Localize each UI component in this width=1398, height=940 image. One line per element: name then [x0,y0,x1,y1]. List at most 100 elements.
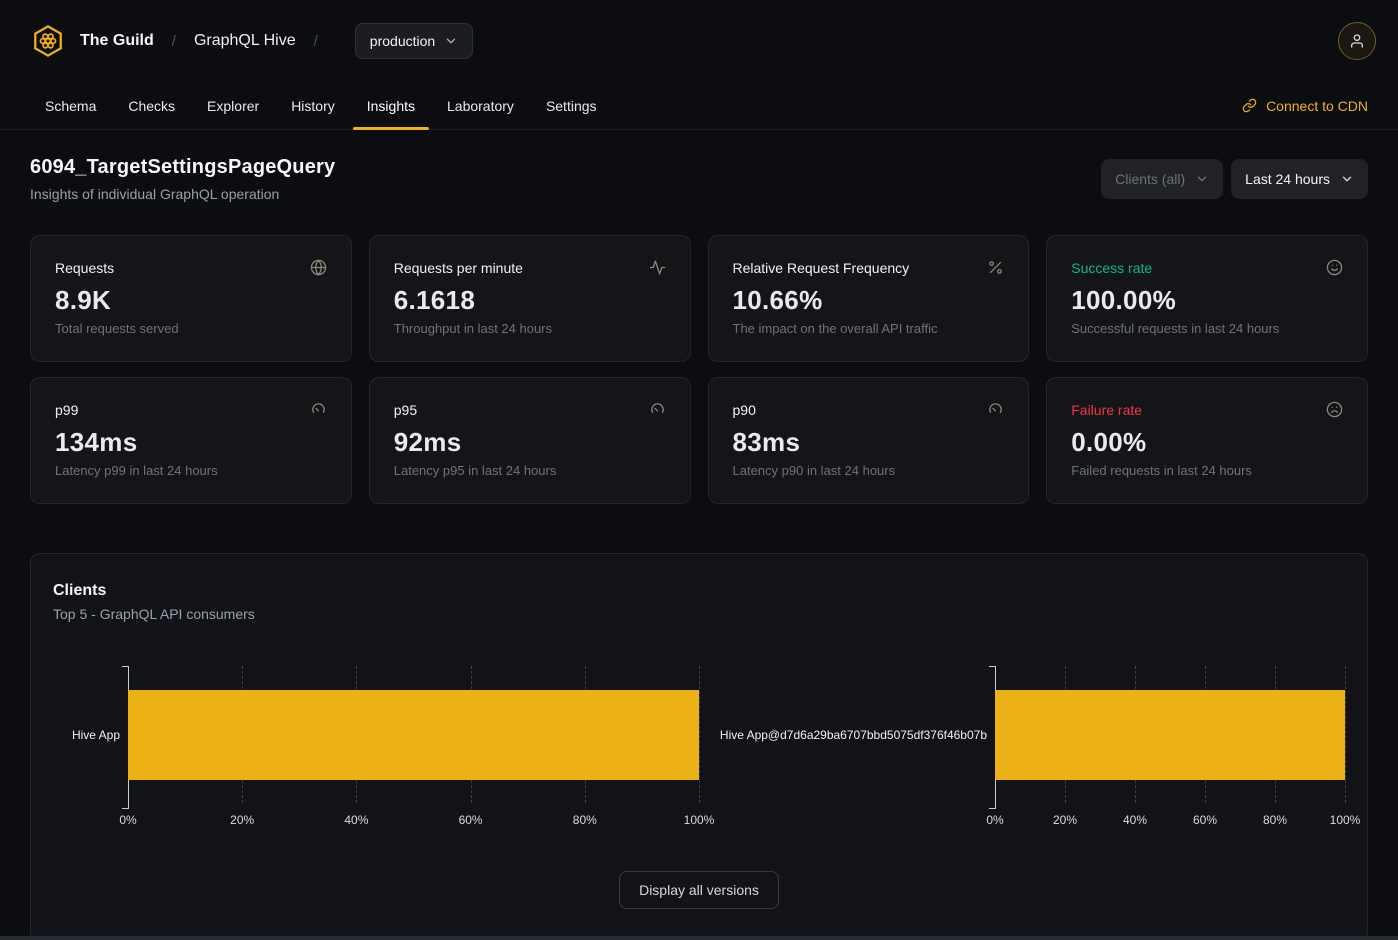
frown-icon [1326,401,1343,418]
clients-title: Clients [53,582,107,599]
environment-selector[interactable]: production [354,23,474,59]
clients-charts: Hive App 0% 20% [53,666,1360,829]
page-head: 6094_TargetSettingsPageQuery Insights of… [30,156,1368,202]
stat-card-p90: p90 83ms Latency p90 in last 24 hours [707,377,1030,504]
stats-grid: Requests 8.9K Total requests served Requ… [30,235,1368,504]
client-bar-chart-2: Hive App@d7d6a29ba6707bbd5075df376f46b07… [699,666,1360,829]
period-filter-dropdown[interactable]: Last 24 hours [1231,159,1368,199]
chevron-down-icon [1197,176,1207,182]
tab-label: Insights [366,97,415,114]
stat-card-rpm: Requests per minute 6.1618 Throughput in… [368,235,691,362]
breadcrumb-project[interactable]: GraphQL Hive [193,32,296,49]
percent-icon [989,261,1003,274]
link-icon [1242,98,1257,113]
gauge-icon [312,403,325,413]
stat-card-frequency: Relative Request Frequency 10.66% The im… [707,235,1030,362]
stat-title: p99 [55,401,79,418]
stat-card-success-rate: Success rate 100.00% Successful requests… [1046,235,1368,362]
tab-settings[interactable]: Settings [532,82,611,129]
gauge-icon [650,403,664,413]
stat-value: 83ms [732,427,801,457]
breadcrumb-separator: / [313,32,318,50]
stat-value: 134ms [55,427,138,457]
stat-subtitle: Latency p95 in last 24 hours [393,463,557,478]
activity-icon [649,260,665,275]
gridline [699,666,700,803]
stat-card-p95: p95 92ms Latency p95 in last 24 hours [368,377,691,504]
stat-value: 92ms [393,427,462,457]
tab-label: Settings [545,97,597,114]
x-tick: 80% [572,813,597,827]
stat-card-failure-rate: Failure rate 0.00% Failed requests in la… [1046,377,1368,504]
client-usage-bar [995,689,1345,780]
tab-insights[interactable]: Insights [352,82,430,130]
client-usage-bar [128,689,699,780]
stat-title: Relative Request Frequency [732,259,910,276]
user-icon [1351,34,1363,48]
x-axis-ticks: 0% 20% 40% 60% 80% 100% [986,813,1360,829]
smile-icon [1326,259,1343,276]
x-axis-ticks: 0% 20% 40% 60% 80% 100% [119,813,714,829]
client-bar-chart-1: Hive App 0% 20% [53,666,714,829]
display-all-versions-button[interactable]: Display all versions [619,871,779,909]
tab-schema[interactable]: Schema [31,82,110,129]
x-tick: 0% [119,813,137,827]
breadcrumb-separator: / [171,32,176,50]
chart-plot-area [122,666,700,809]
connect-to-cdn-link[interactable]: Connect to CDN [1242,82,1368,129]
stat-card-requests: Requests 8.9K Total requests served [30,235,352,362]
tab-label: Laboratory [447,97,514,114]
tab-label: Checks [128,97,176,114]
tab-explorer[interactable]: Explorer [193,82,273,129]
clients-section: Clients Top 5 - GraphQL API consumers Hi… [30,553,1368,940]
x-tick: 20% [230,813,255,827]
tab-history[interactable]: History [277,82,349,129]
avatar[interactable] [1338,22,1376,60]
x-tick: 80% [1262,813,1288,827]
clients-filter-dropdown[interactable]: Clients (all) [1101,159,1224,199]
stat-title: Requests per minute [393,259,523,276]
tab-checks[interactable]: Checks [114,82,189,129]
tab-label: Explorer [207,97,260,114]
hive-logo-icon[interactable] [30,23,66,59]
stat-title: p95 [393,401,418,418]
gridline [1345,666,1346,803]
filters: Clients (all) Last 24 hours [1101,159,1368,199]
tab-label: Schema [45,97,97,114]
stat-value: 8.9K [55,285,112,315]
stat-card-p99: p99 134ms Latency p99 in last 24 hours [30,377,352,504]
x-tick: 60% [1192,813,1218,827]
stat-value: 10.66% [732,285,823,315]
chart-plot-area [989,666,1346,809]
x-tick: 60% [458,813,483,827]
breadcrumb: The Guild / GraphQL Hive / production [30,23,474,59]
tab-bar: Schema Checks Explorer History Insights … [31,82,611,130]
breadcrumb-org[interactable]: The Guild [80,32,154,49]
stat-subtitle: Throughput in last 24 hours [393,321,553,336]
clients-filter-label: Clients (all) [1115,171,1186,187]
stat-value: 100.00% [1071,285,1176,315]
gauge-icon [989,403,1002,413]
stat-subtitle: Successful requests in last 24 hours [1071,321,1280,336]
environment-label: production [369,33,436,49]
stat-subtitle: Latency p99 in last 24 hours [55,463,218,478]
x-tick: 40% [1122,813,1148,827]
stat-title: Failure rate [1071,401,1143,418]
primary-nav: Schema Checks Explorer History Insights … [0,82,1398,130]
connect-to-cdn-label: Connect to CDN [1266,97,1368,114]
page-subtitle: Insights of individual GraphQL operation [30,186,280,202]
chevron-down-icon [446,38,456,44]
main-content: 6094_TargetSettingsPageQuery Insights of… [0,156,1398,940]
stat-subtitle: Total requests served [55,321,179,336]
chevron-down-icon [1342,176,1352,182]
x-tick: 100% [683,813,715,827]
bottom-strip [0,936,1398,940]
stat-title: p90 [732,401,756,418]
stat-title: Success rate [1071,259,1153,276]
chart-category-label: Hive App@d7d6a29ba6707bbd5075df376f46b07… [719,727,987,742]
globe-icon [310,259,326,276]
tab-laboratory[interactable]: Laboratory [433,82,528,129]
stat-subtitle: Failed requests in last 24 hours [1071,463,1252,478]
top-header: The Guild / GraphQL Hive / production [0,0,1398,82]
